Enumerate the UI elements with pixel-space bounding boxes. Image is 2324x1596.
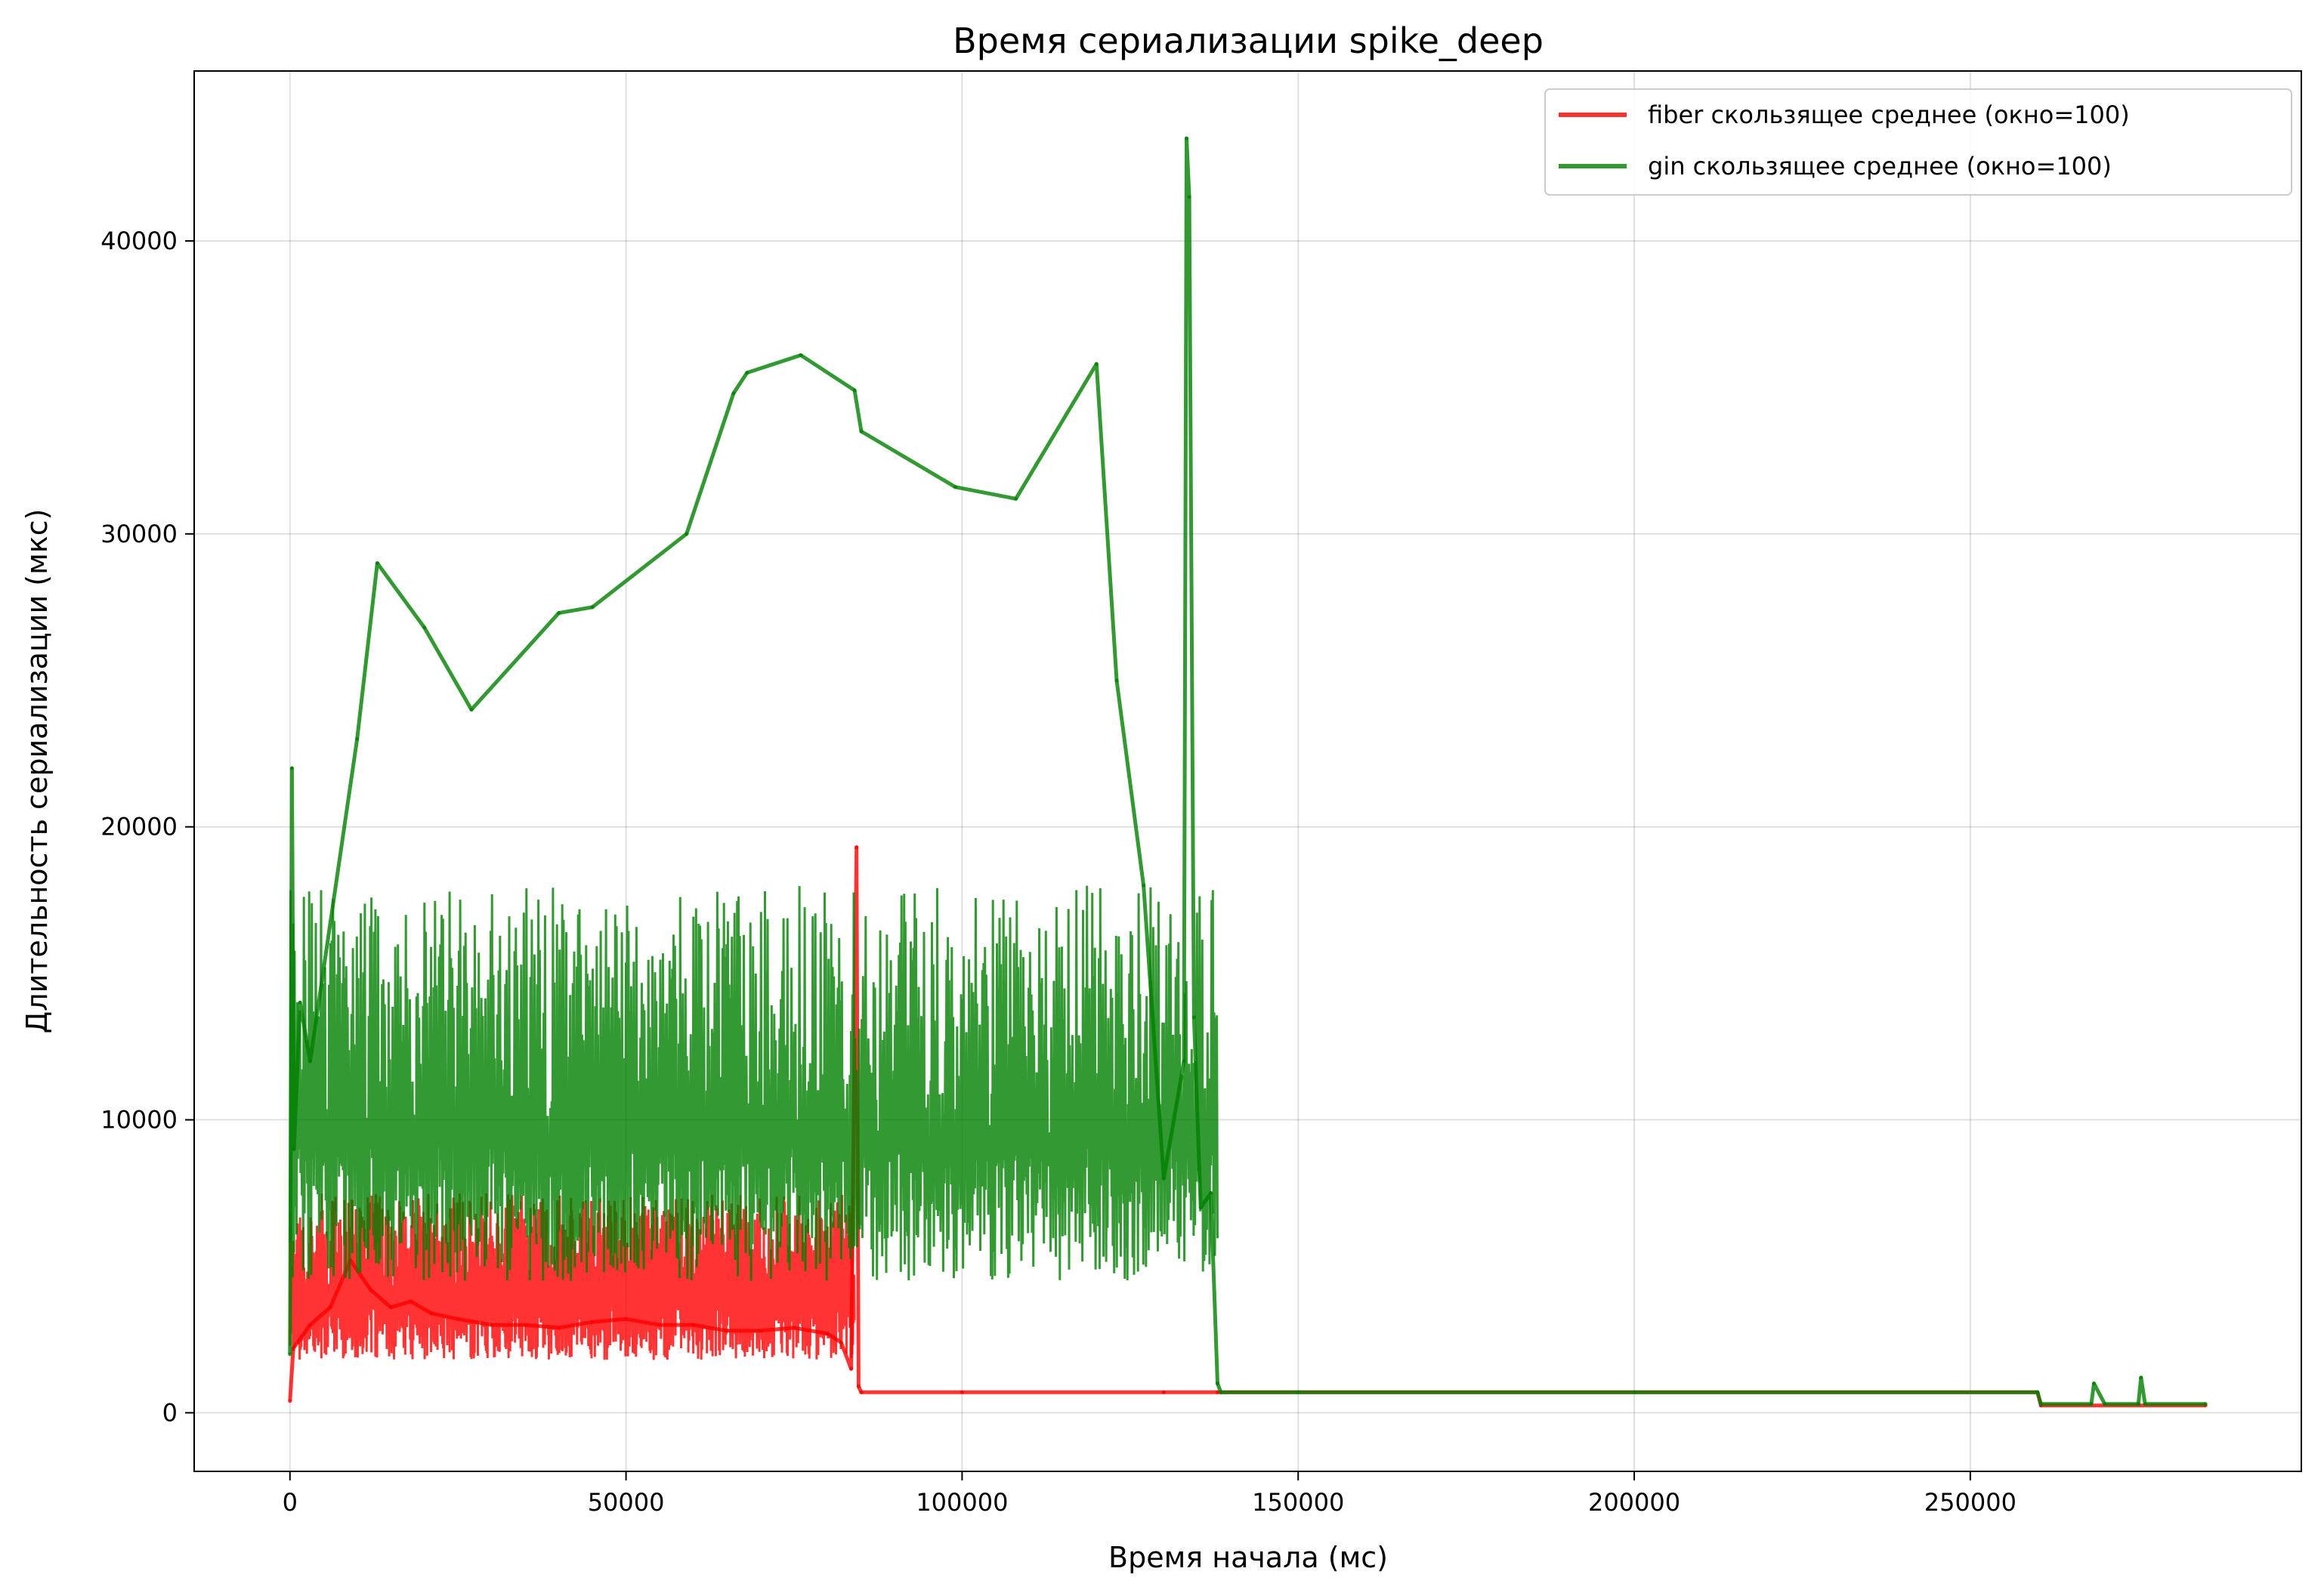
series-point [1114, 678, 1119, 683]
series-point [1191, 1015, 1196, 1020]
series-point [759, 1329, 762, 1333]
series-point [859, 1390, 864, 1394]
series-point [792, 1326, 796, 1330]
series-point [328, 1305, 332, 1310]
y-tick-label: 10000 [100, 1106, 178, 1134]
series-gin [288, 136, 2208, 1406]
series-point [1187, 195, 1191, 199]
series-layer [288, 136, 2208, 1408]
x-tick-label: 50000 [588, 1488, 665, 1517]
series-point [1142, 883, 1146, 888]
series-point [292, 1147, 296, 1151]
series-point [456, 1317, 460, 1321]
y-tick-label: 30000 [100, 520, 178, 548]
legend-box [1544, 88, 2292, 196]
series-point [2136, 1402, 2140, 1406]
series-point [288, 1352, 292, 1357]
series-point [839, 1340, 843, 1344]
y-axis: 0 10000 20000 30000 40000 [100, 227, 194, 1427]
series-point [849, 1366, 854, 1371]
legend-label-fiber: fiber скользящее среднее (окно=100) [1648, 100, 2130, 129]
y-tick-label: 20000 [100, 813, 178, 841]
series-point [422, 625, 427, 630]
series-point [590, 605, 595, 610]
series-point [1014, 496, 1018, 501]
series-point [1185, 136, 1188, 140]
series-point [355, 736, 360, 741]
x-tick-label: 250000 [1924, 1488, 2017, 1517]
series-point [590, 1320, 595, 1324]
series-point [1632, 1390, 1636, 1394]
x-tick-label: 100000 [916, 1488, 1008, 1517]
series-point [490, 1323, 494, 1327]
series-point [1216, 1381, 1219, 1386]
series-point [624, 1317, 629, 1321]
x-axis: 0 50000 100000 150000 200000 250000 [283, 1471, 2017, 1517]
y-axis-label: Длительность сериализации (мкс) [20, 509, 54, 1034]
series-point [1198, 1205, 1203, 1210]
series-point [1216, 1390, 1219, 1394]
series-point [2139, 1375, 2143, 1380]
series-point [369, 1288, 372, 1292]
series-point [1209, 1191, 1213, 1195]
x-axis-label: Время начала (мс) [1108, 1541, 1388, 1574]
legend-label-gin: gin скользящее среднее (окно=100) [1648, 152, 2112, 181]
series-point [960, 1390, 964, 1394]
series-noise-band [289, 885, 1219, 1281]
series-point [1161, 1176, 1166, 1181]
series-point [2203, 1402, 2208, 1406]
series-point [523, 1323, 527, 1327]
series-point [953, 485, 957, 489]
series-point [725, 1329, 729, 1333]
x-tick-label: 150000 [1252, 1488, 1344, 1517]
series-point [2089, 1402, 2094, 1406]
x-tick-label: 0 [283, 1488, 298, 1517]
series-point [308, 1323, 312, 1327]
series-point [388, 1305, 393, 1310]
series-point [308, 1059, 312, 1063]
legend: fiber скользящее среднее (окно=100) gin … [1544, 88, 2292, 196]
series-point [855, 845, 859, 850]
series-point [557, 1326, 561, 1330]
series-point [1182, 1059, 1186, 1063]
series-noise-band [289, 1193, 856, 1360]
series-point [852, 388, 857, 393]
series-line [288, 136, 2206, 1406]
axes-frame [193, 70, 2302, 1472]
series-point [657, 1323, 662, 1327]
series-point [288, 1399, 292, 1403]
series-point [2038, 1402, 2043, 1406]
series-line [288, 845, 2206, 1408]
series-point [826, 1332, 830, 1336]
series-point [2035, 1390, 2040, 1394]
x-tick-label: 200000 [1588, 1488, 1680, 1517]
series-point [745, 371, 749, 375]
series-point [1296, 1390, 1300, 1394]
series-point [469, 708, 474, 712]
series-point [856, 1385, 861, 1388]
chart-title: Время сериализации spike_deep [953, 20, 1544, 61]
series-point [298, 1000, 302, 1005]
plot-area [288, 136, 2208, 1408]
series-point [1094, 362, 1099, 366]
series-point [2092, 1381, 2096, 1386]
series-point [685, 532, 689, 536]
y-tick-label: 0 [162, 1398, 178, 1427]
series-point [2103, 1402, 2107, 1406]
series-point [375, 561, 379, 566]
series-point [2143, 1402, 2147, 1406]
series-point [409, 1299, 413, 1304]
series-point [291, 1346, 295, 1351]
series-point [1161, 1390, 1166, 1394]
series-point [691, 1323, 696, 1327]
series-point [429, 1311, 434, 1316]
y-tick-label: 40000 [100, 227, 178, 255]
series-point [799, 353, 803, 357]
series-point [731, 391, 736, 396]
series-point [1219, 1390, 1223, 1394]
series-point [289, 766, 294, 770]
series-point [557, 611, 561, 616]
series-point [859, 429, 864, 434]
